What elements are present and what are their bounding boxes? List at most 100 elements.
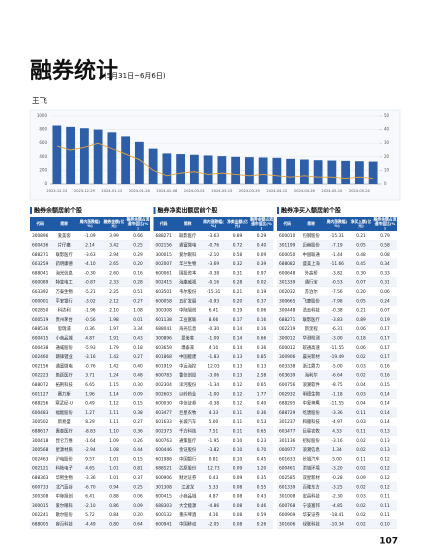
table-cell: 重庆啤酒 bbox=[179, 511, 197, 518]
table-cell: -3.63 bbox=[208, 233, 219, 239]
table-cell: 601988 bbox=[155, 456, 172, 462]
table-cell: 0.11 bbox=[233, 419, 243, 425]
table-cell: -3.82 bbox=[331, 270, 342, 276]
table-cell: 0.65 bbox=[257, 428, 267, 434]
table-cell: 新里程 bbox=[305, 325, 319, 332]
row-bg bbox=[153, 296, 274, 306]
y2-tick-label: 50 bbox=[384, 113, 390, 118]
table-cell: 0.02 bbox=[356, 484, 366, 490]
table-cell: 联影医疗 bbox=[303, 316, 321, 323]
column-header: 净卖出额(亿元) bbox=[227, 219, 248, 228]
table-cell: 0.14 bbox=[233, 326, 243, 332]
table-cell: 0.15 bbox=[380, 382, 390, 388]
table-cell: 6.65 bbox=[85, 382, 95, 388]
table-cell: 包钢股份 bbox=[303, 232, 321, 239]
row-bg bbox=[30, 500, 150, 510]
column-header: 简称 bbox=[184, 221, 192, 226]
table-cell: 600438 bbox=[32, 345, 49, 351]
table-cell: 赛力斯 bbox=[58, 390, 72, 397]
table-cell: 0.13 bbox=[380, 428, 390, 434]
table-cell: 0.40 bbox=[257, 242, 267, 248]
table-cell: 1.01 bbox=[109, 456, 119, 462]
table-cell: 1.24 bbox=[109, 373, 119, 379]
table-cell: -3.02 bbox=[84, 298, 95, 304]
table-cell: 600648 bbox=[279, 270, 296, 276]
table-cell: 苏泊尔 bbox=[305, 288, 319, 295]
table-cell: 688536 bbox=[32, 326, 49, 332]
table-cell: 0.14 bbox=[380, 401, 390, 407]
table-cell: 江波龙 bbox=[181, 483, 195, 490]
table-cell: 2.94 bbox=[109, 252, 119, 258]
table-cell: 1.12 bbox=[109, 401, 119, 407]
table-cell: 603659 bbox=[155, 345, 172, 351]
table-cell: 688041 bbox=[155, 326, 172, 332]
table-cell: 0.17 bbox=[380, 354, 390, 360]
table-cell: 002156 bbox=[32, 363, 49, 369]
table-cell: 0.13 bbox=[233, 363, 243, 369]
table-cell: 0.19 bbox=[257, 289, 267, 295]
column-header: 代码 bbox=[282, 221, 291, 226]
row-bg bbox=[153, 351, 274, 362]
row-bg bbox=[30, 519, 150, 529]
table-cell: 通策医疗 bbox=[179, 437, 197, 444]
table-cell: 300896 bbox=[32, 233, 49, 239]
table-cell: 巨星农牧 bbox=[179, 409, 197, 416]
table-header-bg bbox=[153, 217, 274, 231]
row-bg bbox=[30, 389, 150, 399]
table-cell: 0.12 bbox=[233, 391, 243, 397]
table-cell: 0.11 bbox=[380, 503, 390, 509]
x-tick-label: 2024-02-08 bbox=[156, 189, 178, 193]
row-bg bbox=[277, 240, 397, 250]
table-cell: 爱美客 bbox=[181, 334, 195, 341]
table-cell: -1.95 bbox=[208, 438, 219, 444]
bar bbox=[148, 148, 158, 184]
table-cell: 0.15 bbox=[133, 456, 143, 462]
table-cell: 002415 bbox=[155, 280, 172, 286]
table-cell: 0.30 bbox=[356, 270, 366, 276]
table-cell: 688256 bbox=[32, 401, 49, 407]
table-cell: 3.34 bbox=[133, 326, 143, 332]
table-cell: 0.44 bbox=[133, 447, 143, 453]
y2-tick-label: 30 bbox=[384, 140, 390, 145]
table-cell: 华测检测 bbox=[303, 334, 320, 341]
table-cell: -5.21 bbox=[84, 289, 95, 295]
table-cell: 洋河股份 bbox=[179, 381, 197, 388]
row-bg bbox=[153, 333, 274, 343]
table-cell: 1.11 bbox=[109, 410, 119, 416]
table-cell: 明德生物 bbox=[303, 390, 321, 397]
table-cell: 1.96 bbox=[85, 391, 95, 397]
x-tick-label: 2023-12-15 bbox=[46, 189, 67, 193]
table-cell: 璞泰来 bbox=[181, 344, 195, 351]
table-cell: 600061 bbox=[155, 270, 172, 276]
x-tick-label: 2024-01-26 bbox=[129, 189, 151, 193]
table-cell: 300665 bbox=[279, 298, 296, 304]
table-cell: 中国银行 bbox=[179, 455, 197, 462]
row-bg bbox=[277, 277, 397, 287]
bar bbox=[354, 161, 364, 184]
table-cell: 0.09 bbox=[233, 466, 243, 472]
table-cell: -1.00 bbox=[208, 391, 219, 397]
table-cell: 中国联通 bbox=[303, 251, 321, 258]
table-cell: -3.83 bbox=[331, 317, 342, 323]
table-cell: 5.00 bbox=[332, 456, 342, 462]
column-header: 周内涨跌幅(%) bbox=[203, 219, 224, 228]
table-cell: 9.57 bbox=[85, 456, 95, 462]
table-cell: 4.87 bbox=[85, 335, 95, 341]
table-cell: 0.02 bbox=[356, 354, 366, 360]
table-cell: 0.26 bbox=[133, 438, 143, 444]
table-cell: 0.80 bbox=[109, 521, 119, 527]
table-cell: 海光信息 bbox=[179, 325, 197, 332]
table-cell: 0.11 bbox=[356, 456, 366, 462]
x-tick-label: 2024-05-10 bbox=[321, 189, 343, 193]
table-cell: 芯原股份 bbox=[179, 465, 197, 472]
table-cell: 万泰生物 bbox=[56, 288, 74, 295]
table-cell: 0.02 bbox=[356, 521, 366, 527]
table-cell: 0.15 bbox=[133, 401, 143, 407]
table-cell: 0.26 bbox=[257, 521, 267, 527]
table-cell: -1.34 bbox=[208, 382, 219, 388]
table-cell: 科达利 bbox=[58, 307, 71, 314]
table-cell: 688271 bbox=[32, 252, 49, 258]
table-cell: 0.12 bbox=[233, 382, 243, 388]
table-cell: 0.84 bbox=[109, 512, 119, 518]
table-cell: -4.49 bbox=[84, 521, 95, 527]
